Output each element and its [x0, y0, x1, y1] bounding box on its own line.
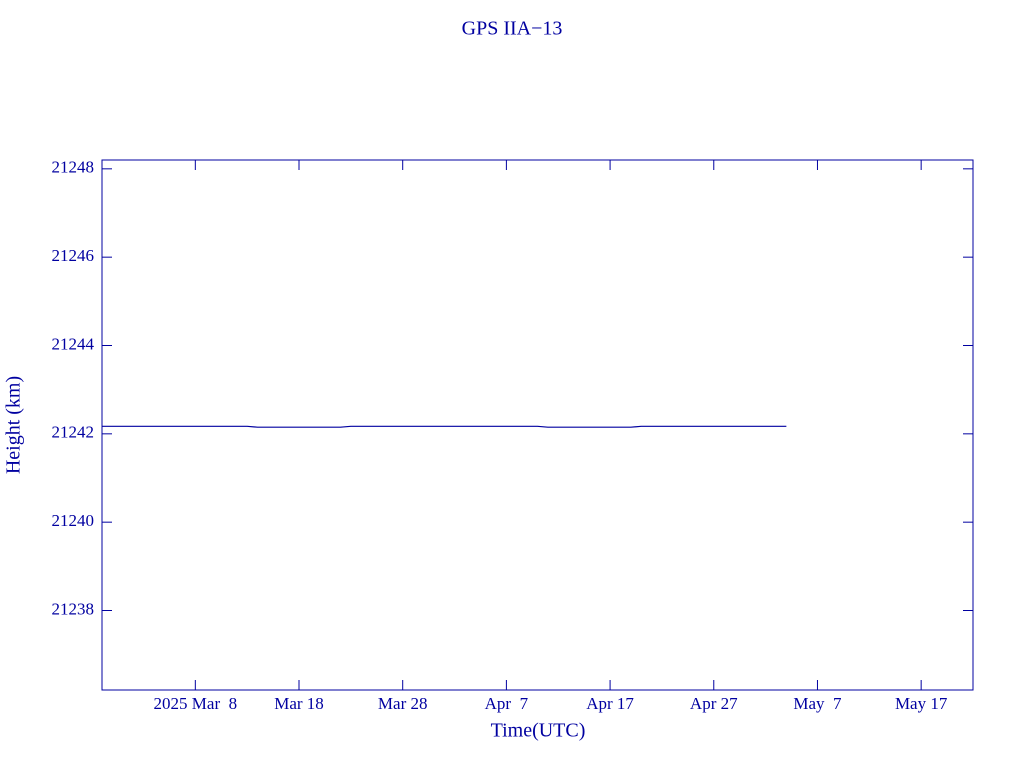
x-tick-label: Mar 28 — [378, 694, 428, 713]
chart-title: GPS IIA−13 — [462, 18, 563, 40]
data-line — [102, 425, 787, 428]
y-tick-label: 21240 — [52, 511, 95, 530]
x-tick-label: Apr 17 — [586, 694, 634, 713]
x-tick-label: 2025 Mar 8 — [154, 694, 238, 713]
x-tick-label: May 17 — [895, 694, 948, 713]
y-tick-label: 21244 — [52, 334, 95, 353]
y-tick-label: 21248 — [52, 158, 95, 177]
x-tick-label: May 7 — [793, 694, 842, 713]
x-tick-label: Apr 27 — [690, 694, 738, 713]
y-tick-label: 21238 — [52, 599, 95, 618]
y-tick-label: 21242 — [52, 423, 95, 442]
x-tick-label: Mar 18 — [274, 694, 324, 713]
x-tick-label: Apr 7 — [485, 694, 529, 713]
plot-frame — [101, 159, 974, 691]
y-tick-label: 21246 — [52, 246, 95, 265]
y-axis-label: Height (km) — [3, 376, 25, 474]
x-axis-label: Time(UTC) — [491, 720, 586, 742]
